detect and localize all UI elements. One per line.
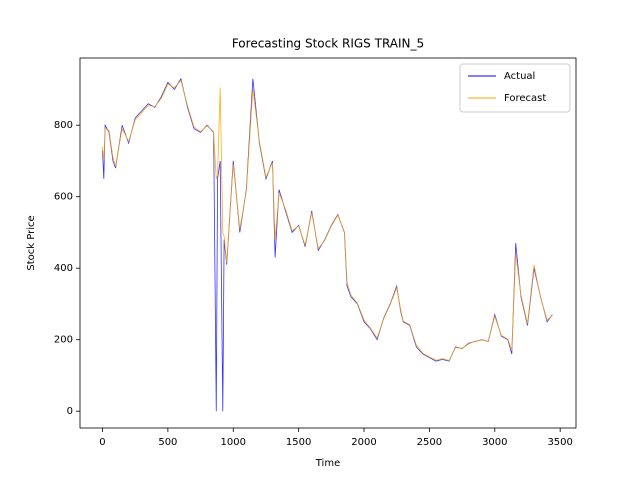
x-tick-label: 2000 — [351, 437, 376, 448]
plot-frame — [79, 57, 577, 429]
x-tick-label: 3500 — [547, 437, 572, 448]
series-line — [102, 79, 553, 361]
x-tick-label: 500 — [158, 437, 177, 448]
chart-title: Forecasting Stock RIGS TRAIN_5 — [232, 37, 424, 51]
y-tick-label: 0 — [67, 406, 73, 417]
x-tick-label: 0 — [99, 437, 105, 448]
y-tick-label: 600 — [54, 192, 73, 203]
x-tick-label: 2500 — [417, 437, 442, 448]
y-tick-label: 200 — [54, 335, 73, 346]
y-axis-label: Stock Price — [26, 215, 37, 270]
x-tick-label: 3000 — [482, 437, 507, 448]
y-tick-label: 800 — [54, 120, 73, 131]
y-tick-label: 400 — [54, 263, 73, 274]
legend-label: Actual — [504, 71, 535, 82]
x-tick-label: 1000 — [221, 437, 246, 448]
x-axis-label: Time — [315, 458, 340, 469]
legend-label: Forecast — [504, 93, 546, 104]
x-tick-label: 1500 — [286, 437, 311, 448]
